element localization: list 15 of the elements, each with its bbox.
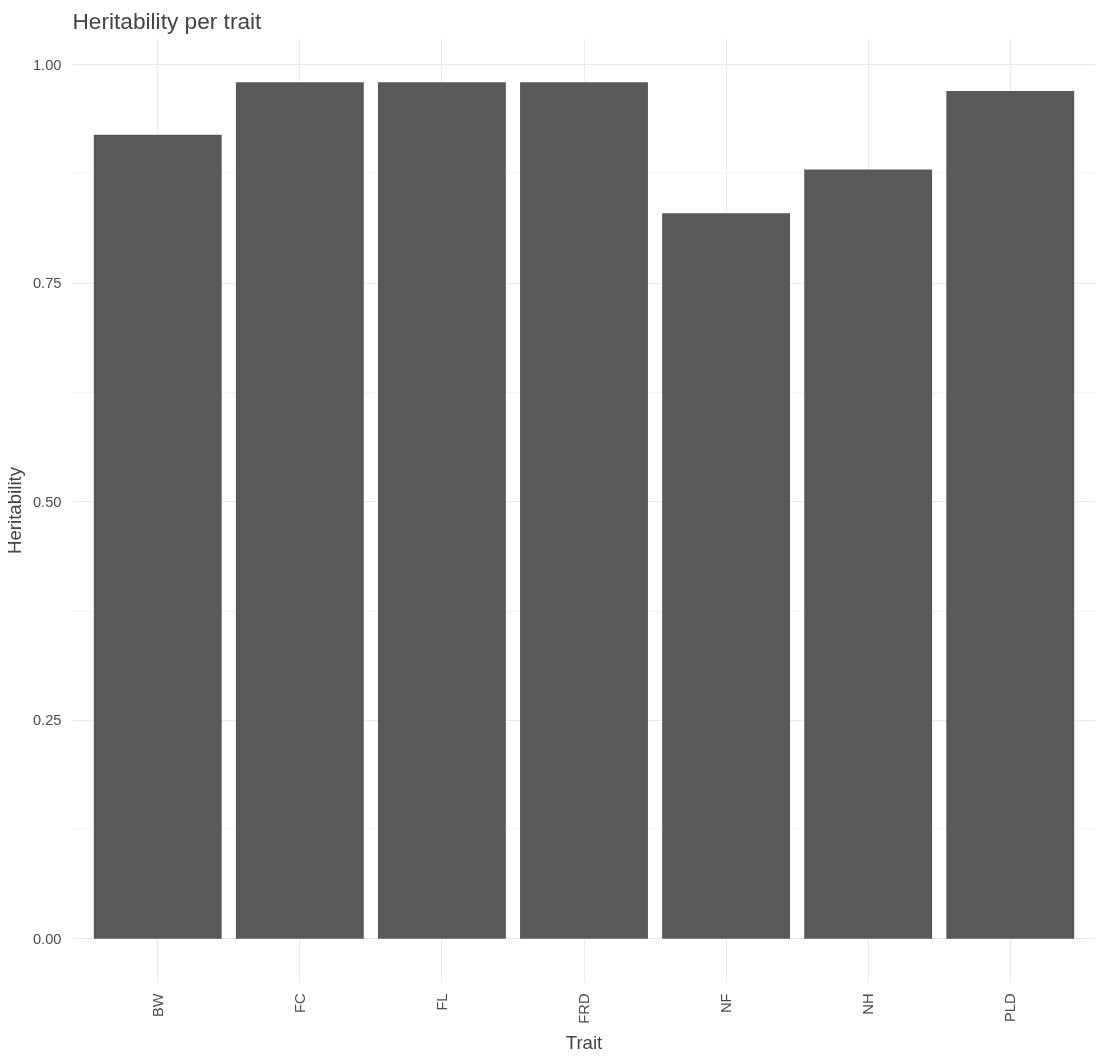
x-tick-label: NH [860, 993, 877, 1015]
x-tick-label: NF [718, 993, 735, 1014]
y-tick-label: 0.75 [32, 275, 62, 292]
x-axis-title: Trait [565, 1031, 604, 1053]
y-tick-label: 0.25 [32, 712, 62, 729]
y-axis-title: Heritability [3, 466, 25, 555]
x-tick-label: FC [291, 993, 308, 1014]
x-tick-label: PLD [1002, 993, 1019, 1023]
y-tick-label: 1.00 [32, 56, 62, 73]
chart-title: Heritability per trait [72, 7, 263, 34]
y-tick-label: 0.50 [32, 493, 62, 510]
x-tick-label: FL [433, 993, 450, 1011]
y-tick-label: 0.00 [32, 930, 62, 947]
x-tick-label: FRD [576, 993, 592, 1024]
x-tick-label: BW [149, 993, 166, 1018]
